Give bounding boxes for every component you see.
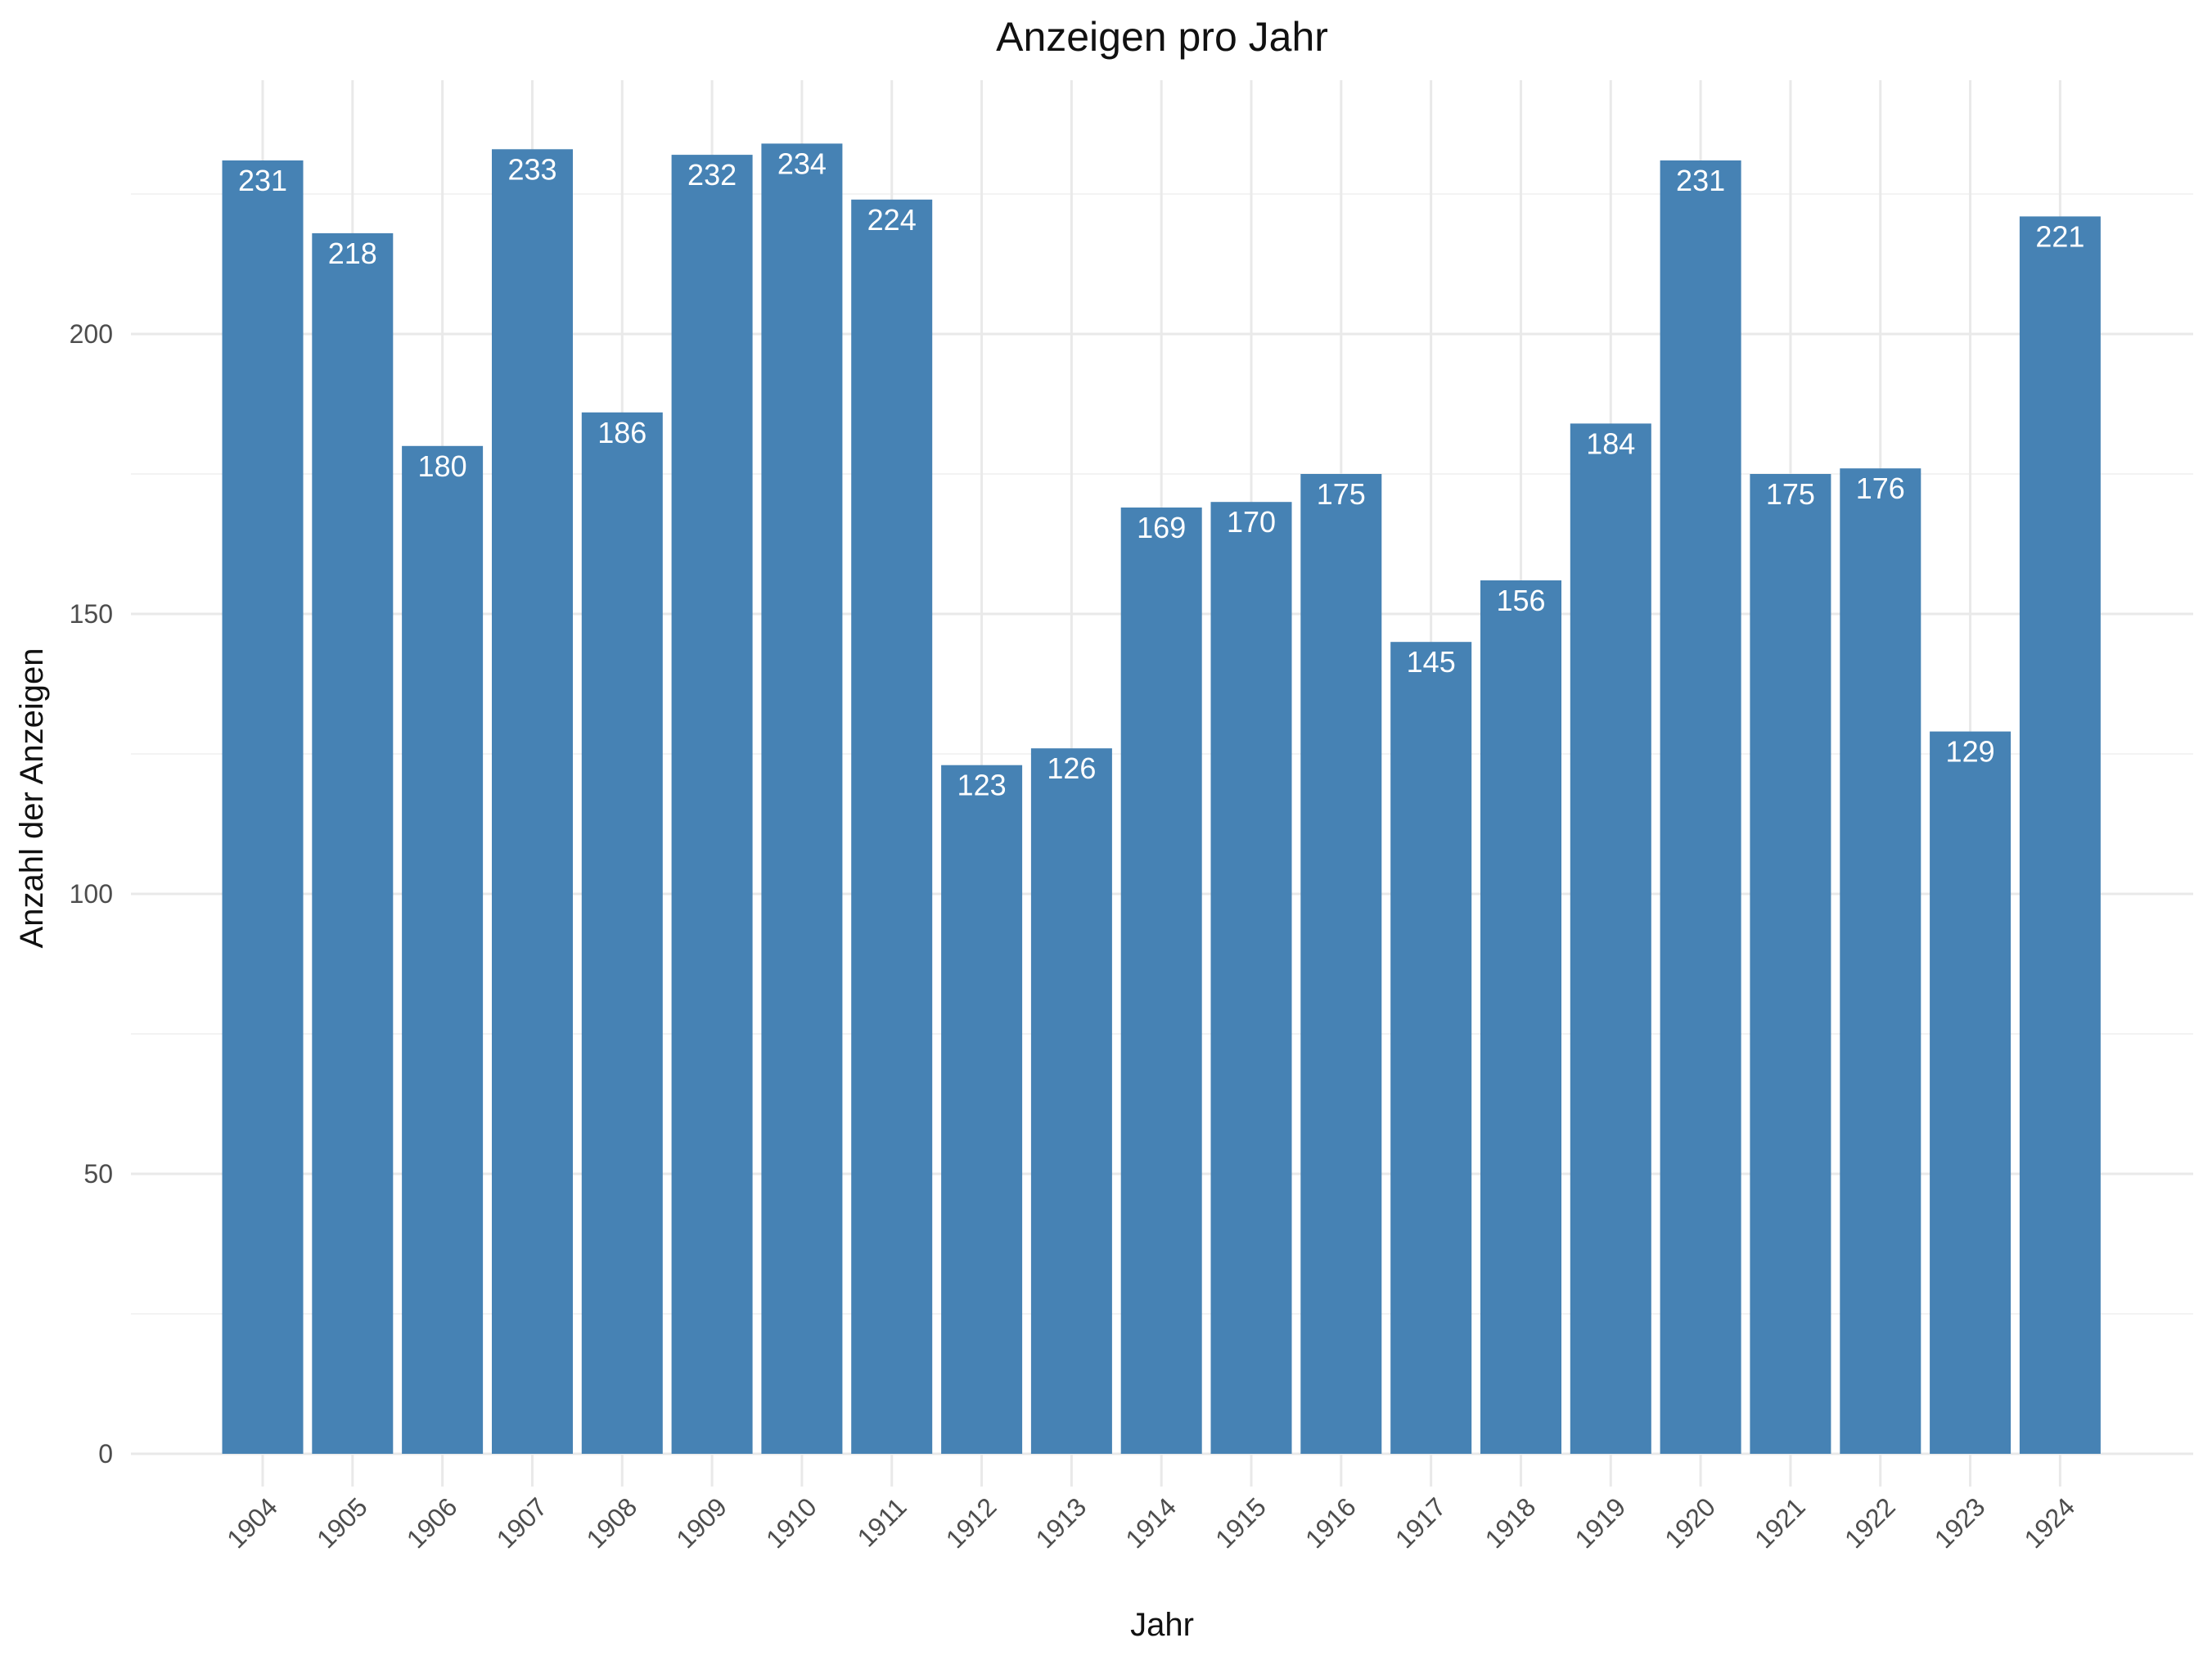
bar: [492, 149, 573, 1454]
bar-value-label: 221: [2035, 219, 2084, 253]
y-tick-label: 200: [70, 319, 113, 349]
bar: [222, 160, 304, 1454]
x-tick-label: 1922: [1839, 1491, 1901, 1554]
bar-value-label: 129: [1946, 735, 1995, 769]
bar: [1840, 468, 1921, 1455]
y-tick-label: 0: [98, 1439, 113, 1469]
x-tick-label: 1904: [221, 1491, 283, 1554]
bar-value-label: 234: [777, 147, 827, 180]
bar-value-label: 175: [1317, 477, 1366, 511]
bar-value-label: 175: [1766, 477, 1815, 511]
bar: [1660, 160, 1741, 1454]
bar-value-label: 231: [238, 164, 287, 197]
bar-value-label: 169: [1137, 511, 1186, 544]
bar: [1030, 748, 1112, 1454]
bar-value-label: 231: [1676, 164, 1725, 197]
bar: [1120, 508, 1202, 1454]
chart-title: Anzeigen pro Jahr: [996, 14, 1328, 60]
bar: [1570, 423, 1651, 1454]
bar-value-labels: 231 218 180 233 186 232 234 224 123 126 169 170 175 1…: [238, 147, 2084, 801]
x-tick-label: 1920: [1659, 1491, 1721, 1554]
x-tick-label: 1916: [1300, 1491, 1362, 1554]
bar-value-label: 156: [1496, 584, 1545, 617]
x-tick-label: 1907: [491, 1491, 553, 1554]
bar: [851, 199, 933, 1454]
x-axis-ticks: 1904 1905 1906 1907 1908 1909 1910 1911 1912 1913…: [221, 1491, 2080, 1554]
bar-value-label: 233: [507, 152, 556, 186]
bar: [2019, 216, 2101, 1454]
x-tick-label: 1912: [940, 1491, 1002, 1554]
x-tick-label: 1910: [760, 1491, 822, 1554]
bar: [402, 445, 484, 1454]
bar: [1930, 731, 2012, 1454]
x-tick-label: 1911: [852, 1491, 912, 1552]
x-tick-label: 1915: [1210, 1491, 1272, 1554]
y-axis-ticks: 0 50 100 150 200: [70, 319, 113, 1469]
bar-value-label: 176: [1856, 472, 1905, 505]
y-axis-title: Anzahl der Anzeigen: [14, 648, 50, 949]
bar: [581, 412, 663, 1454]
bar-value-label: 186: [597, 416, 646, 449]
bar: [1390, 642, 1472, 1454]
bars: [222, 143, 2101, 1455]
y-tick-label: 100: [70, 879, 113, 909]
bar-value-label: 180: [418, 449, 467, 483]
bar-value-label: 232: [687, 158, 737, 192]
bar: [941, 765, 1023, 1454]
bar: [312, 232, 394, 1454]
x-tick-label: 1905: [311, 1491, 373, 1554]
bar-value-label: 224: [867, 203, 917, 237]
x-axis-title: Jahr: [1130, 1607, 1194, 1643]
bar: [1210, 502, 1292, 1455]
bar-value-label: 184: [1586, 426, 1635, 460]
bar: [1300, 474, 1382, 1454]
x-tick-label: 1909: [670, 1491, 732, 1554]
x-tick-label: 1924: [2019, 1491, 2081, 1554]
bar-value-label: 145: [1407, 645, 1456, 679]
bar: [761, 143, 843, 1454]
x-tick-label: 1913: [1030, 1491, 1092, 1554]
x-tick-label: 1917: [1390, 1491, 1452, 1554]
x-tick-label: 1923: [1929, 1491, 1991, 1554]
x-tick-label: 1919: [1569, 1491, 1631, 1554]
bar-value-label: 126: [1047, 751, 1096, 785]
x-tick-label: 1906: [401, 1491, 463, 1554]
x-tick-label: 1921: [1749, 1491, 1811, 1554]
bar: [1480, 580, 1561, 1454]
x-tick-label: 1914: [1120, 1491, 1182, 1554]
y-tick-label: 150: [70, 599, 113, 629]
y-tick-label: 50: [83, 1159, 113, 1189]
bar: [1750, 474, 1831, 1454]
bar-value-label: 123: [957, 769, 1007, 802]
bar-value-label: 170: [1227, 505, 1276, 539]
bar-value-label: 218: [328, 237, 377, 270]
x-tick-label: 1908: [580, 1491, 642, 1554]
x-tick-label: 1918: [1480, 1491, 1542, 1554]
bar: [671, 155, 753, 1455]
